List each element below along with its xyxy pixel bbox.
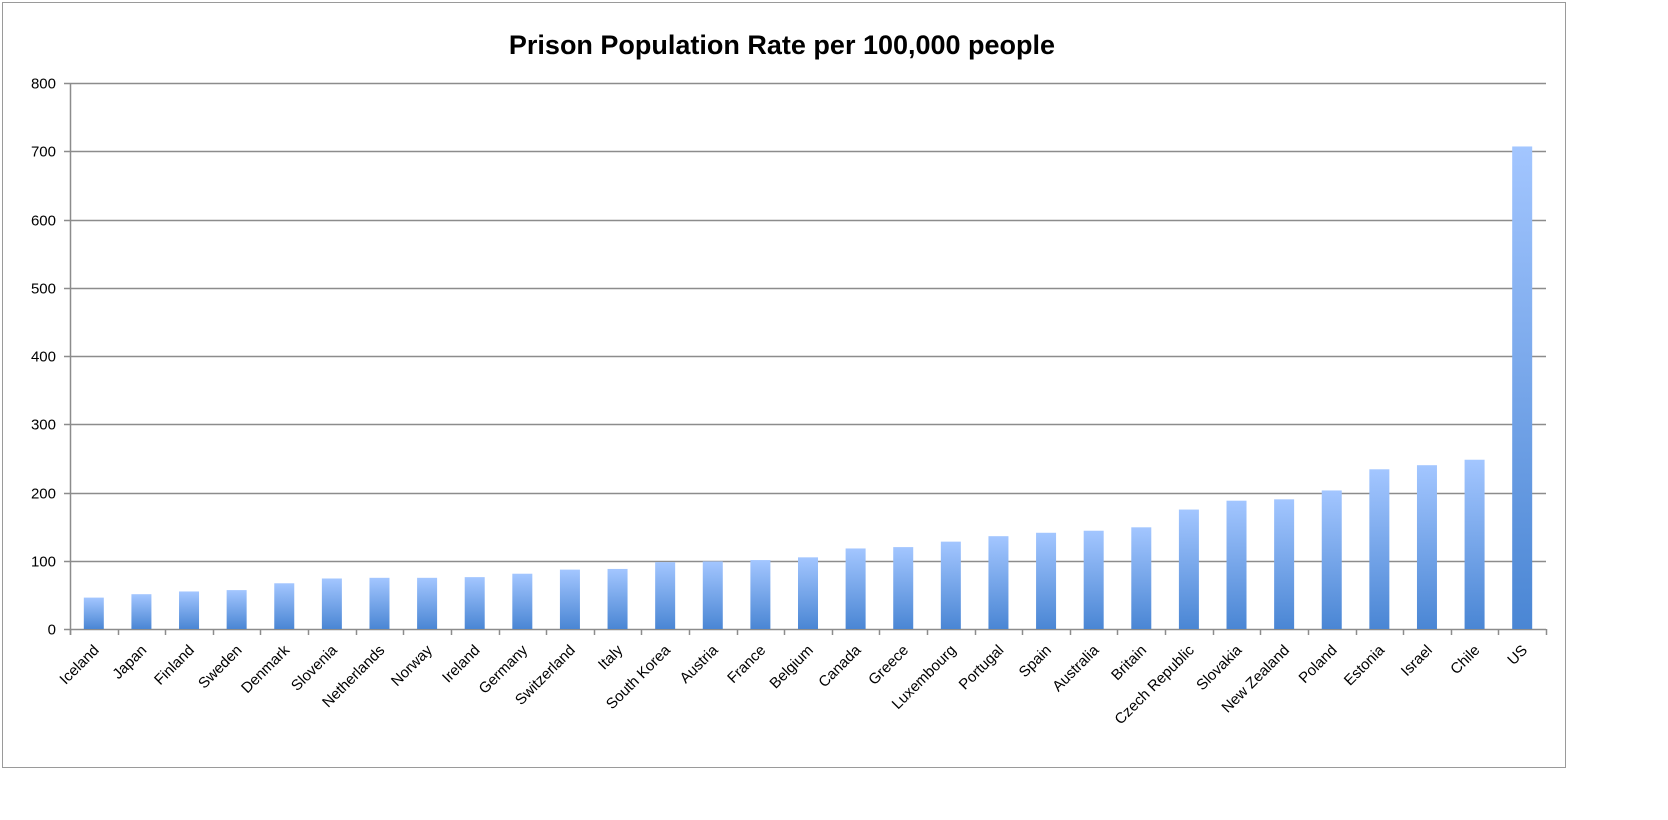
- x-tick-label: Finland: [151, 642, 198, 689]
- bar-czech-republic: [1178, 509, 1199, 629]
- x-tick-label: Greece: [865, 642, 912, 689]
- x-tick-label: Ireland: [439, 642, 483, 686]
- bar-portugal: [988, 536, 1009, 629]
- bar-new-zealand: [1274, 499, 1295, 629]
- x-tick-label: Chile: [1447, 642, 1483, 678]
- y-tick-label: 200: [31, 486, 56, 503]
- bar-canada: [845, 548, 866, 629]
- x-tick-label: Belgium: [766, 642, 816, 692]
- bar-italy: [607, 568, 628, 629]
- x-tick-label: France: [724, 642, 769, 687]
- y-tick-label: 0: [48, 622, 56, 639]
- chart-title: Prison Population Rate per 100,000 peopl…: [509, 30, 1055, 60]
- bar-denmark: [274, 583, 295, 629]
- bar-slovakia: [1226, 500, 1247, 629]
- x-tick-label: Australia: [1049, 641, 1103, 695]
- bar-sweden: [226, 590, 247, 629]
- y-tick-label: 800: [31, 76, 56, 93]
- x-tick-label: Poland: [1296, 642, 1341, 687]
- chart-frame: [2, 2, 1566, 768]
- bar-chile: [1464, 459, 1485, 629]
- bar-greece: [893, 547, 914, 629]
- bar-switzerland: [559, 569, 580, 629]
- bar-japan: [131, 594, 152, 629]
- x-tick-label: Spain: [1016, 642, 1055, 681]
- bar-luxembourg: [940, 541, 961, 629]
- bar-spain: [1036, 532, 1057, 629]
- bar-israel: [1416, 465, 1437, 629]
- y-tick-label: 600: [31, 213, 56, 230]
- bar-us: [1512, 146, 1533, 629]
- x-tick-label: US: [1504, 642, 1531, 669]
- x-tick-label: Italy: [595, 641, 627, 673]
- y-tick-label: 700: [31, 144, 56, 161]
- bar-poland: [1321, 490, 1342, 629]
- x-tick-label: Canada: [815, 641, 865, 691]
- x-tick-label: Estonia: [1341, 641, 1389, 689]
- bar-australia: [1083, 530, 1104, 629]
- bar-south-korea: [655, 562, 676, 629]
- bar-britain: [1131, 527, 1152, 629]
- bar-finland: [179, 591, 200, 629]
- y-tick-label: 100: [31, 554, 56, 571]
- bar-slovenia: [321, 578, 342, 629]
- bar-belgium: [798, 557, 818, 629]
- x-tick-label: Israel: [1398, 642, 1436, 680]
- bar-ireland: [464, 577, 485, 629]
- bar-norway: [417, 577, 438, 629]
- x-tick-label: Japan: [109, 642, 150, 683]
- bar-france: [750, 560, 771, 629]
- x-tick-label: Britain: [1108, 642, 1150, 684]
- x-tick-label: Portugal: [956, 642, 1008, 694]
- y-tick-label: 500: [31, 281, 56, 298]
- bar-austria: [702, 561, 723, 629]
- x-tick-label: Denmark: [238, 641, 293, 696]
- y-tick-label: 300: [31, 417, 56, 434]
- x-tick-label: Austria: [677, 641, 722, 686]
- bar-netherlands: [369, 577, 390, 629]
- bar-estonia: [1369, 469, 1390, 629]
- x-tick-label: Norway: [388, 641, 436, 689]
- bar-iceland: [83, 597, 104, 629]
- y-tick-label: 400: [31, 349, 56, 366]
- bar-germany: [512, 573, 533, 629]
- x-tick-label: Iceland: [56, 642, 102, 688]
